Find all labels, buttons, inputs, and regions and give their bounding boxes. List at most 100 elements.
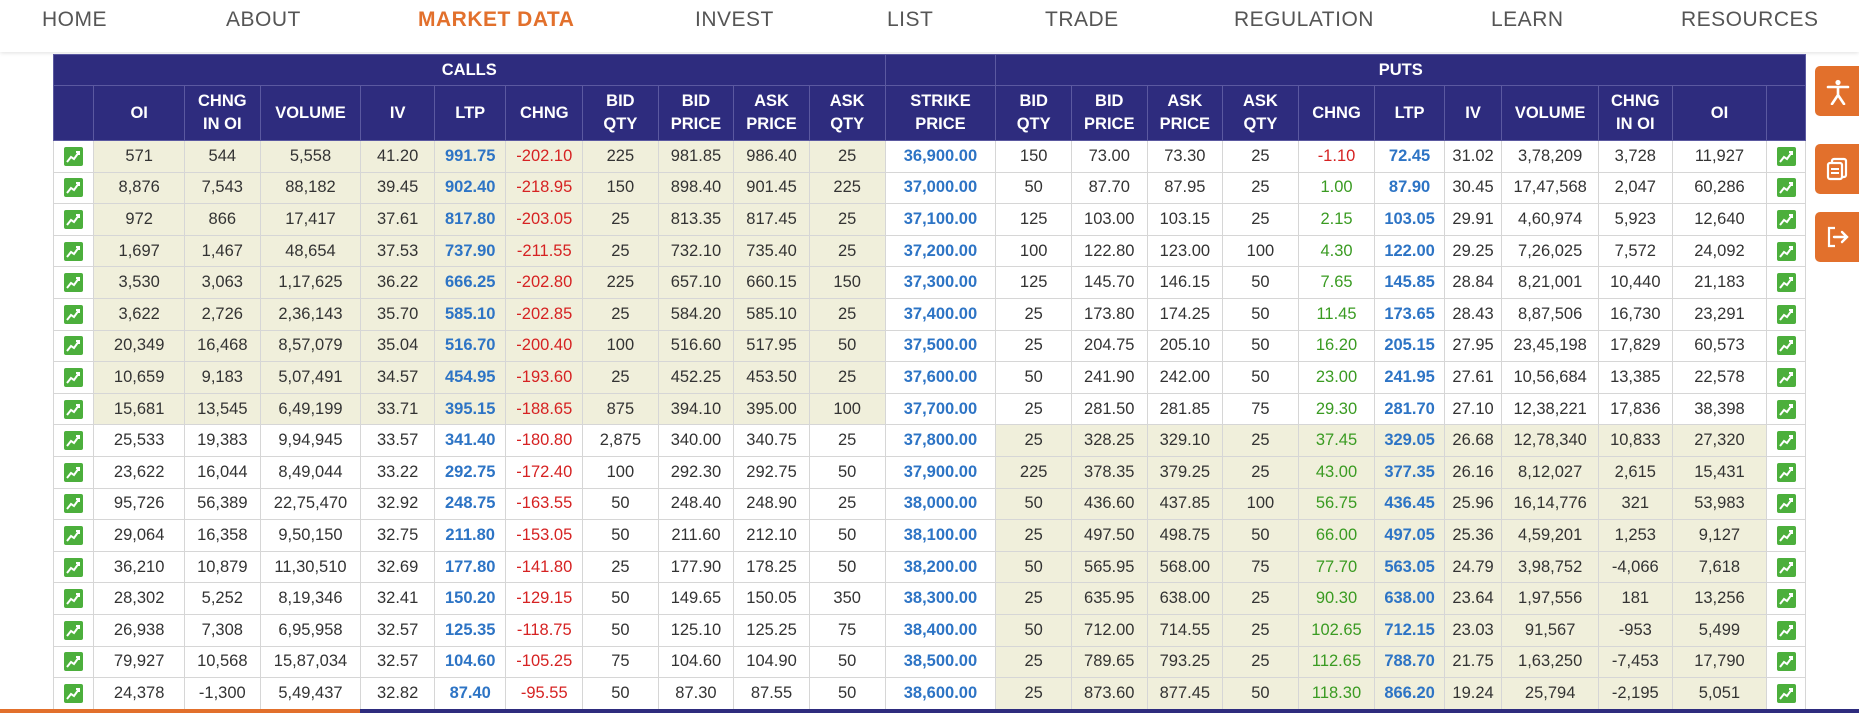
put-cell[interactable]: 4,60,974	[1501, 203, 1600, 236]
put-chart-button[interactable]	[1766, 519, 1806, 552]
call-cell[interactable]: 24,378	[93, 677, 186, 710]
put-cell[interactable]: 60,573	[1671, 329, 1768, 363]
put-cell[interactable]: 1,97,556	[1501, 582, 1600, 615]
call-chart-button[interactable]	[53, 140, 95, 173]
put-cell[interactable]: 12,78,340	[1501, 424, 1600, 457]
put-chart-button[interactable]	[1766, 550, 1806, 584]
chart-icon[interactable]	[64, 368, 84, 388]
call-chart-button[interactable]	[53, 645, 95, 679]
call-chart-button[interactable]	[53, 297, 95, 331]
call-chart-button[interactable]	[53, 392, 95, 426]
chart-icon[interactable]	[64, 241, 84, 261]
login-button[interactable]	[1815, 212, 1859, 262]
call-cell[interactable]: 11,30,510	[259, 550, 362, 584]
chart-icon[interactable]	[1776, 146, 1796, 166]
chart-icon[interactable]	[1776, 210, 1796, 230]
put-chart-button[interactable]	[1766, 613, 1806, 647]
put-cell[interactable]: 16,14,776	[1501, 487, 1600, 521]
put-cell[interactable]: 53,983	[1671, 487, 1768, 521]
put-cell[interactable]: 7,618	[1671, 550, 1768, 584]
call-cell[interactable]: 5,558	[259, 140, 362, 173]
call-chart-button[interactable]	[53, 424, 95, 457]
put-cell[interactable]: 8,87,506	[1501, 297, 1600, 331]
chart-icon[interactable]	[1776, 620, 1796, 640]
put-chart-button[interactable]	[1766, 297, 1806, 331]
put-cell[interactable]: 60,286	[1671, 171, 1768, 205]
call-chart-button[interactable]	[53, 361, 95, 394]
call-cell[interactable]: 26,938	[93, 613, 186, 647]
put-cell[interactable]: 10,56,684	[1501, 361, 1600, 394]
put-cell[interactable]: 91,567	[1501, 613, 1600, 647]
call-cell[interactable]: 28,302	[93, 582, 186, 615]
chart-icon[interactable]	[64, 589, 84, 609]
put-cell[interactable]: 22,578	[1671, 361, 1768, 394]
chart-icon[interactable]	[64, 557, 84, 577]
put-chart-button[interactable]	[1766, 424, 1806, 457]
put-cell[interactable]: 11,927	[1671, 140, 1768, 173]
call-cell[interactable]: 1,17,625	[259, 266, 362, 299]
put-cell[interactable]: 3,78,209	[1501, 140, 1600, 173]
put-chart-button[interactable]	[1766, 361, 1806, 394]
call-cell[interactable]: 6,95,958	[259, 613, 362, 647]
put-cell[interactable]: 8,21,001	[1501, 266, 1600, 299]
put-chart-button[interactable]	[1766, 266, 1806, 299]
put-cell[interactable]: 5,051	[1671, 677, 1768, 710]
put-cell[interactable]: 15,431	[1671, 455, 1768, 489]
chart-icon[interactable]	[64, 525, 84, 545]
call-chart-button[interactable]	[53, 550, 95, 584]
call-cell[interactable]: 3,622	[93, 297, 186, 331]
chart-icon[interactable]	[64, 431, 84, 451]
nav-item-regulation[interactable]: REGULATION	[1234, 8, 1374, 31]
put-cell[interactable]: 24,092	[1671, 234, 1768, 268]
call-cell[interactable]: 15,87,034	[259, 645, 362, 679]
call-chart-button[interactable]	[53, 613, 95, 647]
nav-item-market-data[interactable]: MARKET DATA	[418, 8, 575, 31]
put-chart-button[interactable]	[1766, 203, 1806, 236]
put-cell[interactable]: 3,98,752	[1501, 550, 1600, 584]
put-chart-button[interactable]	[1766, 140, 1806, 173]
put-cell[interactable]: 9,127	[1671, 519, 1768, 552]
chart-icon[interactable]	[64, 210, 84, 230]
chart-icon[interactable]	[64, 494, 84, 514]
nav-item-home[interactable]: HOME	[42, 8, 107, 31]
put-cell[interactable]: 25,794	[1501, 677, 1600, 710]
chart-icon[interactable]	[1776, 525, 1796, 545]
put-cell[interactable]: 17,790	[1671, 645, 1768, 679]
call-cell[interactable]: 5,07,491	[259, 361, 362, 394]
nav-item-trade[interactable]: TRADE	[1045, 8, 1119, 31]
call-chart-button[interactable]	[53, 455, 95, 489]
put-cell[interactable]: 5,499	[1671, 613, 1768, 647]
accessibility-button[interactable]	[1815, 66, 1859, 116]
call-cell[interactable]: 8,49,044	[259, 455, 362, 489]
chart-icon[interactable]	[1776, 336, 1796, 356]
call-cell[interactable]: 5,49,437	[259, 677, 362, 710]
nav-item-invest[interactable]: INVEST	[695, 8, 774, 31]
call-cell[interactable]: 8,19,346	[259, 582, 362, 615]
put-cell[interactable]: 23,45,198	[1501, 329, 1600, 363]
put-cell[interactable]: 13,256	[1671, 582, 1768, 615]
call-cell[interactable]: 9,94,945	[259, 424, 362, 457]
call-cell[interactable]: 1,697	[93, 234, 186, 268]
put-cell[interactable]: 12,38,221	[1501, 392, 1600, 426]
put-chart-button[interactable]	[1766, 234, 1806, 268]
chart-icon[interactable]	[64, 399, 84, 419]
call-cell[interactable]: 8,876	[93, 171, 186, 205]
call-cell[interactable]: 79,927	[93, 645, 186, 679]
chart-icon[interactable]	[64, 652, 84, 672]
call-cell[interactable]: 17,417	[259, 203, 362, 236]
nav-item-list[interactable]: LIST	[887, 8, 934, 31]
chart-icon[interactable]	[64, 273, 84, 293]
nav-item-resources[interactable]: RESOURCES	[1681, 8, 1819, 31]
put-cell[interactable]: 21,183	[1671, 266, 1768, 299]
call-chart-button[interactable]	[53, 677, 95, 710]
call-chart-button[interactable]	[53, 582, 95, 615]
chart-icon[interactable]	[1776, 431, 1796, 451]
call-cell[interactable]: 22,75,470	[259, 487, 362, 521]
chart-icon[interactable]	[1776, 241, 1796, 261]
chart-icon[interactable]	[64, 620, 84, 640]
chart-icon[interactable]	[1776, 273, 1796, 293]
put-chart-button[interactable]	[1766, 582, 1806, 615]
call-chart-button[interactable]	[53, 203, 95, 236]
call-chart-button[interactable]	[53, 234, 95, 268]
call-cell[interactable]: 20,349	[93, 329, 186, 363]
